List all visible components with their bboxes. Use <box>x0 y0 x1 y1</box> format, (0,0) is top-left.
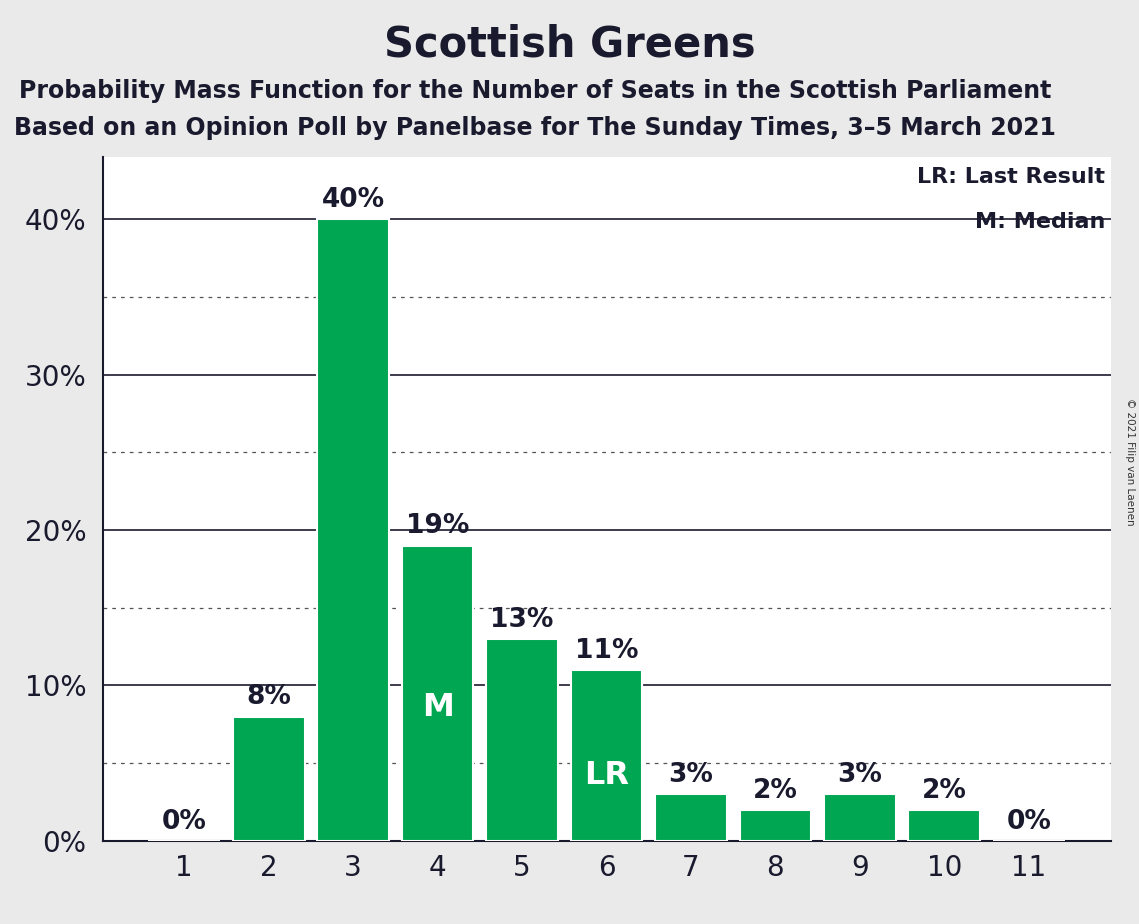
Text: 2%: 2% <box>753 777 798 804</box>
Bar <box>486 638 558 841</box>
Bar <box>232 716 304 841</box>
Text: 2%: 2% <box>921 777 967 804</box>
Text: LR: Last Result: LR: Last Result <box>918 167 1106 188</box>
Bar <box>823 795 895 841</box>
Text: 11%: 11% <box>575 638 638 663</box>
Text: M: Median: M: Median <box>975 212 1106 232</box>
Text: 8%: 8% <box>246 685 292 711</box>
Text: M: M <box>421 692 453 723</box>
Text: Scottish Greens: Scottish Greens <box>384 23 755 65</box>
Text: 19%: 19% <box>405 514 469 540</box>
Text: © 2021 Filip van Laenen: © 2021 Filip van Laenen <box>1125 398 1134 526</box>
Text: Probability Mass Function for the Number of Seats in the Scottish Parliament: Probability Mass Function for the Number… <box>19 79 1051 103</box>
Text: 40%: 40% <box>321 187 385 213</box>
Bar <box>402 545 474 841</box>
Bar <box>909 809 981 841</box>
Bar <box>571 670 642 841</box>
Bar <box>739 809 811 841</box>
Text: LR: LR <box>584 760 629 791</box>
Text: Based on an Opinion Poll by Panelbase for The Sunday Times, 3–5 March 2021: Based on an Opinion Poll by Panelbase fo… <box>15 116 1056 140</box>
Text: 13%: 13% <box>491 606 554 633</box>
Text: 0%: 0% <box>1007 808 1051 834</box>
Text: 0%: 0% <box>162 808 206 834</box>
Bar <box>318 219 390 841</box>
Text: 3%: 3% <box>837 762 883 788</box>
Bar <box>655 795 727 841</box>
Text: 3%: 3% <box>669 762 713 788</box>
